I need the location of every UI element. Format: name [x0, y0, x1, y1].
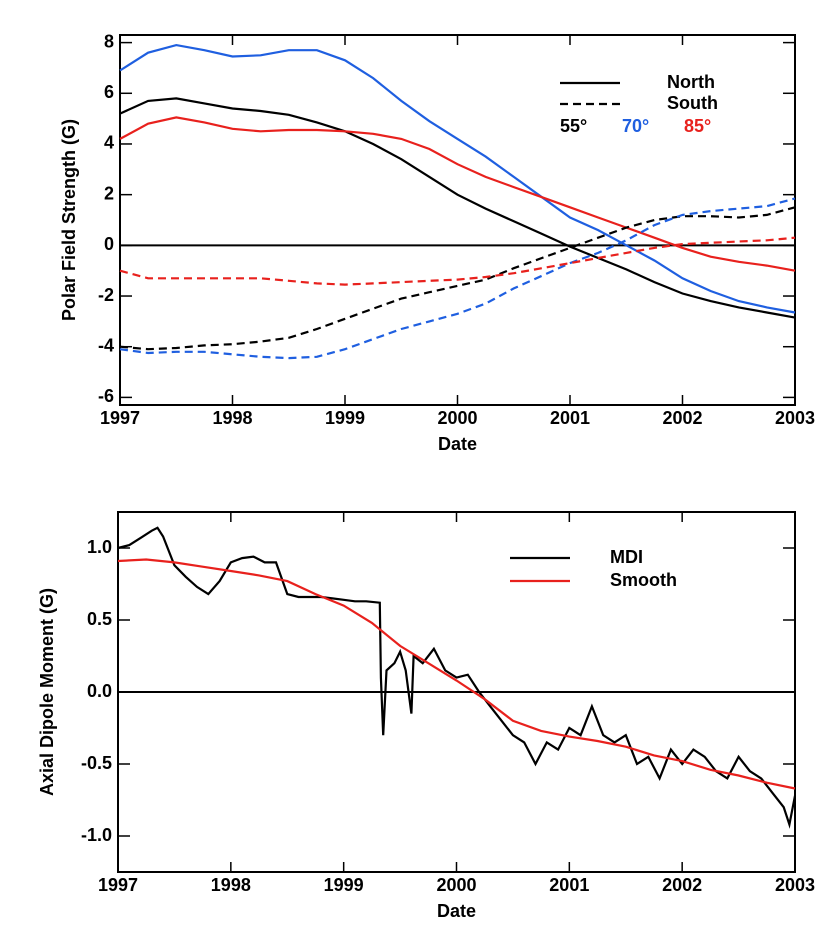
x-tick-label: 1997: [100, 408, 140, 428]
data-line: [119, 43, 796, 314]
y-tick-label: 0: [104, 234, 114, 254]
x-axis-label: Date: [438, 434, 477, 454]
y-tick-label: -6: [98, 386, 114, 406]
x-tick-label: 2003: [775, 875, 815, 895]
legend-label: MDI: [610, 547, 643, 567]
y-tick-label: -4: [98, 335, 114, 355]
data-line: [119, 116, 796, 272]
y-tick-label: -2: [98, 285, 114, 305]
x-tick-label: 2000: [436, 875, 476, 895]
y-tick-label: 6: [104, 82, 114, 102]
y-tick-label: -1.0: [81, 825, 112, 845]
data-line: [117, 558, 796, 790]
x-tick-label: 2002: [662, 408, 702, 428]
legend-latitude: 85°: [684, 116, 711, 136]
x-tick-label: 2001: [549, 875, 589, 895]
x-tick-label: 1999: [325, 408, 365, 428]
x-tick-label: 2003: [775, 408, 815, 428]
x-tick-label: 1999: [324, 875, 364, 895]
x-tick-label: 1997: [98, 875, 138, 895]
data-line: [119, 97, 796, 319]
x-tick-label: 2002: [662, 875, 702, 895]
y-axis-label: Axial Dipole Moment (G): [37, 588, 57, 796]
data-line: [117, 526, 797, 829]
y-axis-label: Polar Field Strength (G): [59, 119, 79, 321]
x-tick-label: 2000: [437, 408, 477, 428]
legend-latitude: 70°: [622, 116, 649, 136]
y-tick-label: 1.0: [87, 537, 112, 557]
legend-label: Smooth: [610, 570, 677, 590]
legend-label: North: [667, 72, 715, 92]
x-tick-label: 2001: [550, 408, 590, 428]
y-tick-label: 2: [104, 183, 114, 203]
legend-latitude: 55°: [560, 116, 587, 136]
y-tick-label: 8: [104, 31, 114, 51]
data-line: [119, 206, 796, 351]
y-tick-label: -0.5: [81, 753, 112, 773]
y-tick-label: 4: [104, 133, 114, 153]
y-tick-label: 0.0: [87, 681, 112, 701]
y-tick-label: 0.5: [87, 609, 112, 629]
x-tick-label: 1998: [212, 408, 252, 428]
x-tick-label: 1998: [211, 875, 251, 895]
data-line: [119, 236, 796, 286]
data-line: [119, 197, 796, 360]
legend-label: South: [667, 93, 718, 113]
x-axis-label: Date: [437, 901, 476, 921]
